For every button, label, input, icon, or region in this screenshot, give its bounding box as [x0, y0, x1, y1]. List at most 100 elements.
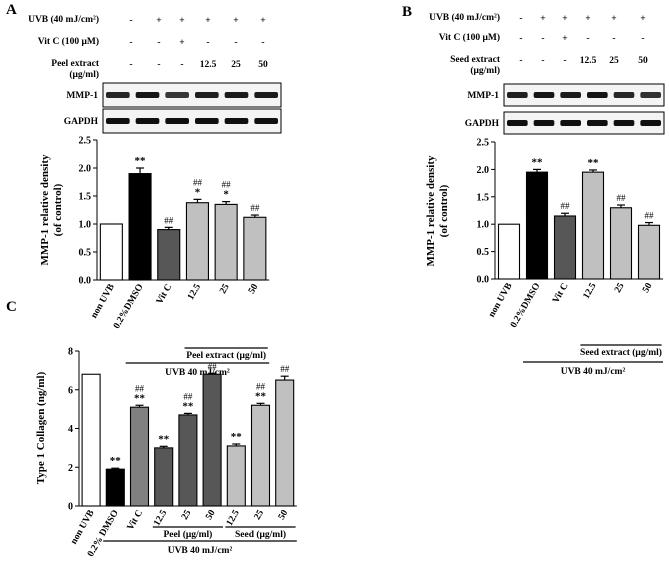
y-tick-label: 6	[68, 385, 73, 396]
y-tick-label: 2.5	[79, 136, 92, 147]
blot-label: MMP-1	[66, 91, 98, 101]
treatment-row-unit: (μg/ml)	[69, 69, 99, 80]
blot-band	[533, 92, 555, 98]
treatment-mark: +	[562, 34, 567, 44]
bar	[202, 373, 222, 507]
treatment-mark: +	[611, 14, 616, 24]
treatment-mark: -	[157, 60, 160, 70]
y-axis-label-unit: (of control)	[438, 184, 450, 237]
significance-mark: **	[158, 433, 170, 445]
significance-mark: *	[195, 186, 201, 198]
y-tick-label: 8	[68, 347, 73, 358]
panel-label-c: C	[6, 299, 17, 315]
y-tick-label: 0.5	[79, 248, 92, 259]
bar	[637, 224, 661, 280]
significance-mark: ##	[645, 211, 655, 221]
treatment-row-label: Vit C (100 μM)	[38, 36, 99, 47]
treatment-mark: -	[234, 38, 237, 48]
bar	[129, 406, 150, 507]
group-bracket-label: Peel extract (μg/ml)	[186, 350, 266, 361]
blot-band	[254, 118, 278, 124]
treatment-mark: 12.5	[200, 60, 217, 70]
y-tick-label: 2.5	[477, 138, 490, 149]
blot-band	[195, 118, 219, 124]
bar	[185, 202, 209, 281]
treatment-mark: +	[540, 14, 545, 24]
treatment-mark: -	[519, 14, 522, 24]
treatment-mark: +	[585, 14, 590, 24]
group-bracket-label: Seed extract (μg/ml)	[580, 347, 662, 358]
treatment-mark: -	[519, 56, 522, 66]
treatment-row-label: UVB (40 mJ/cm²)	[429, 12, 500, 23]
y-tick-label: 0.5	[477, 247, 490, 258]
treatment-row-label: UVB (40 mJ/cm²)	[28, 14, 99, 25]
blot-band	[195, 92, 219, 98]
significance-mark: ##	[250, 203, 260, 213]
bar	[525, 171, 549, 280]
bar	[154, 447, 174, 507]
blot-gapdh-b: GAPDH	[465, 111, 665, 135]
blot-band	[135, 92, 160, 98]
significance-mark: ##	[561, 201, 571, 211]
y-tick-label: 1.0	[477, 220, 490, 231]
bar	[157, 229, 181, 281]
blot-band	[533, 120, 555, 126]
treatment-mark: +	[179, 16, 184, 26]
significance-mark: *	[223, 189, 229, 201]
treatment-mark: -	[261, 38, 264, 48]
blot-frame	[503, 83, 665, 107]
group-bracket-label: Seed (μg/ml)	[235, 529, 286, 540]
bar	[243, 216, 267, 281]
blot-band	[106, 92, 130, 98]
bar	[609, 207, 633, 280]
blot-frame	[102, 82, 282, 108]
treatment-mark: 50	[638, 56, 648, 66]
bar	[497, 223, 521, 280]
category-label: 50	[204, 508, 218, 521]
y-axis-label: Type 1 Collagen (ng/ml)	[35, 371, 47, 484]
significance-mark: ##	[222, 180, 232, 190]
significance-mark: ##	[193, 177, 203, 187]
blot-mmp-1-a: MMP-1	[66, 82, 282, 108]
significance-mark: **	[110, 455, 122, 467]
uvb-bracket-label: UVB 40 mJ/cm²	[561, 367, 626, 377]
significance-mark: **	[134, 392, 146, 404]
significance-mark: ##	[208, 361, 218, 371]
uvb-bracket-label: UVB 40 mJ/cm²	[165, 368, 230, 378]
bar	[553, 215, 577, 280]
blot-frame	[503, 111, 665, 135]
treatment-mark: -	[129, 60, 132, 70]
treatment-mark: -	[541, 34, 544, 44]
significance-mark: ##	[183, 391, 193, 401]
treatment-mark: -	[519, 34, 522, 44]
bar	[105, 468, 125, 507]
treatment-table-b: UVB (40 mJ/cm²) - + + + + + Vit C (100 μM) - - + - -…	[429, 12, 648, 76]
significance-mark: **	[532, 156, 544, 168]
blot-band	[165, 92, 189, 98]
blot-band	[165, 118, 189, 124]
blot-frame	[102, 108, 282, 134]
blot-band	[613, 92, 635, 98]
bar	[275, 379, 295, 507]
category-label: 50	[277, 508, 291, 521]
significance-mark: **	[231, 431, 243, 443]
category-label: 25	[218, 282, 232, 295]
significance-mark: **	[255, 390, 267, 402]
bar	[581, 171, 605, 280]
panel-label-b: B	[402, 4, 412, 20]
y-tick-label: 0	[68, 502, 73, 513]
treatment-mark: -	[586, 34, 589, 44]
uvb-bracket-label: UVB 40 mJ/cm²	[168, 546, 233, 556]
blot-label: MMP-1	[467, 91, 499, 101]
significance-mark: ##	[280, 364, 290, 374]
y-axis-label: MMP-1 relative density	[39, 154, 51, 265]
treatment-row-label: Peel extract	[51, 59, 100, 69]
blot-band	[254, 92, 278, 98]
y-axis-label: MMP-1 relative density	[425, 155, 437, 266]
blot-band	[613, 120, 635, 126]
blot-band	[560, 92, 581, 98]
blot-band	[224, 118, 249, 124]
y-tick-label: 1.0	[79, 220, 92, 231]
treatment-mark: 25	[231, 60, 241, 70]
